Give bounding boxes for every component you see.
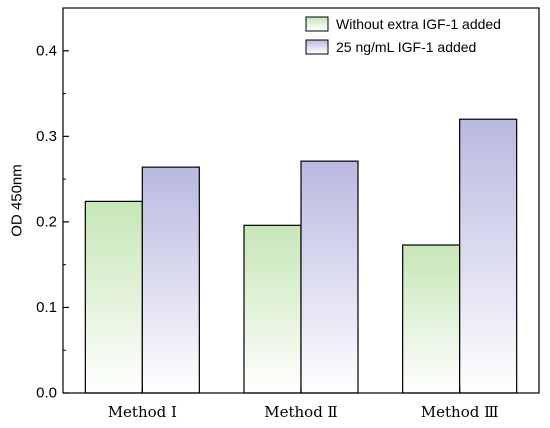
bars-group (84, 118, 518, 394)
x-axis-labels: Method Ⅰ Method Ⅱ Method Ⅲ (108, 388, 499, 421)
bar-without-igf (84, 200, 143, 394)
y-tick-label: 0.4 (36, 42, 57, 59)
plot-frame (62, 7, 540, 394)
y-tick-label: 0.0 (36, 385, 57, 402)
legend-swatch-without-igf (305, 16, 329, 32)
y-axis-title: OD 450nm (9, 164, 26, 237)
y-tick-label: 0.3 (36, 128, 57, 145)
legend-label-igf-25: 25 ng/mL IGF-1 added (336, 39, 476, 55)
legend-label-without-igf: Without extra IGF-1 added (336, 16, 501, 32)
x-category-label: Method Ⅱ (264, 403, 338, 421)
x-category-label: Method Ⅲ (421, 403, 499, 421)
y-tick-label: 0.1 (36, 299, 57, 316)
legend-swatch-igf-25 (305, 39, 329, 55)
legend: Without extra IGF-1 added 25 ng/mL IGF-1… (305, 16, 501, 55)
bar-without-igf (402, 244, 461, 394)
x-category-label: Method Ⅰ (108, 403, 177, 421)
y-tick-label: 0.2 (36, 213, 57, 230)
bar-igf-25 (300, 160, 359, 394)
bar-without-igf (243, 224, 302, 394)
y-axis-ticks: 0.0 0.1 0.2 0.3 0.4 (36, 7, 69, 402)
bar-igf-25 (141, 166, 200, 394)
bar-igf-25 (459, 118, 518, 394)
